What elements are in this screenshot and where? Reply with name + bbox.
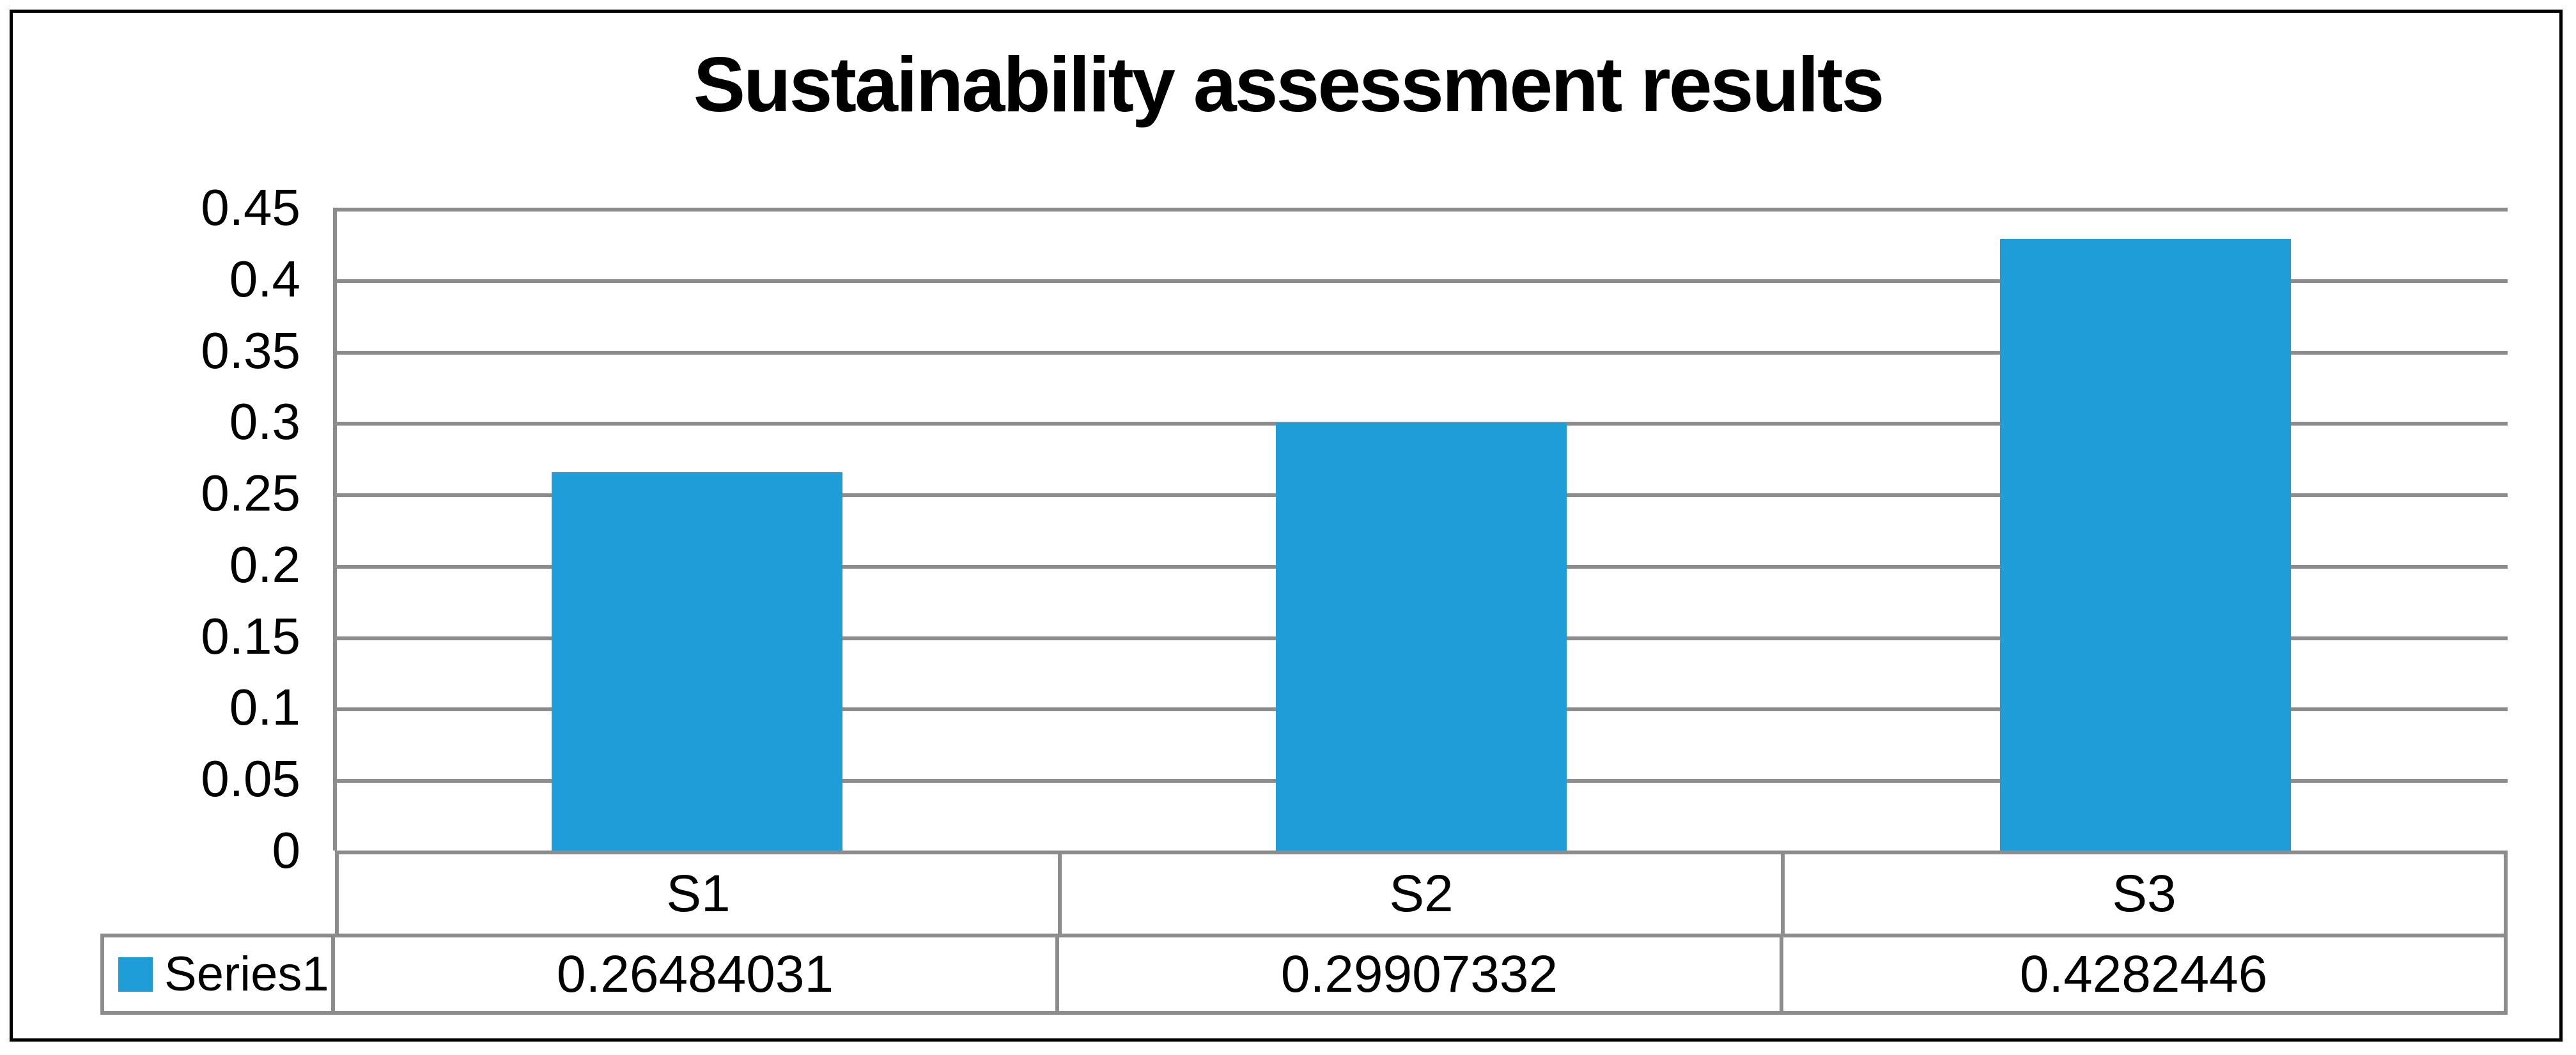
gridline — [335, 279, 2508, 283]
y-axis-tick-label: 0 — [272, 822, 301, 879]
bar-S2 — [1276, 423, 1567, 851]
series-legend-label: Series1 — [164, 947, 329, 1001]
chart-title: Sustainability assessment results — [693, 41, 1885, 128]
category-cell-S1: S1 — [335, 851, 1062, 934]
legend-cell: Series1 — [100, 934, 335, 1015]
bar-S3 — [2000, 239, 2291, 851]
y-axis-tick-label: 0.3 — [229, 393, 300, 450]
category-cell-S3: S3 — [1785, 851, 2508, 934]
category-axis-row: S1 S2 S3 — [335, 851, 2508, 934]
gridline — [335, 208, 2508, 212]
y-axis-tick-label: 0.25 — [201, 465, 300, 521]
y-axis-tick-label: 0.45 — [201, 179, 300, 236]
y-axis-tick-label: 0.35 — [201, 322, 300, 379]
y-axis-tick-label: 0.1 — [229, 679, 300, 735]
series-legend-marker-icon — [118, 957, 153, 992]
value-cell-S1: 0.26484031 — [335, 934, 1059, 1015]
chart-outer-frame — [10, 10, 2563, 1042]
plot-area — [335, 208, 2508, 851]
bar-S1 — [552, 472, 842, 851]
y-axis-tick-label: 0.15 — [201, 608, 300, 665]
y-axis-tick-label: 0.4 — [229, 250, 300, 307]
value-cell-S2: 0.29907332 — [1059, 934, 1783, 1015]
y-axis-tick-label: 0.2 — [229, 536, 300, 593]
data-table-row: Series1 0.26484031 0.29907332 0.4282446 — [100, 934, 2508, 1015]
category-cell-S2: S2 — [1062, 851, 1785, 934]
y-axis-line — [333, 208, 337, 851]
gridline — [335, 351, 2508, 355]
value-cell-S3: 0.4282446 — [1783, 934, 2508, 1015]
y-axis-tick-label: 0.05 — [201, 750, 300, 807]
y-axis: 0.45 0.4 0.35 0.3 0.25 0.2 0.15 0.1 0.05 0 — [83, 179, 300, 879]
